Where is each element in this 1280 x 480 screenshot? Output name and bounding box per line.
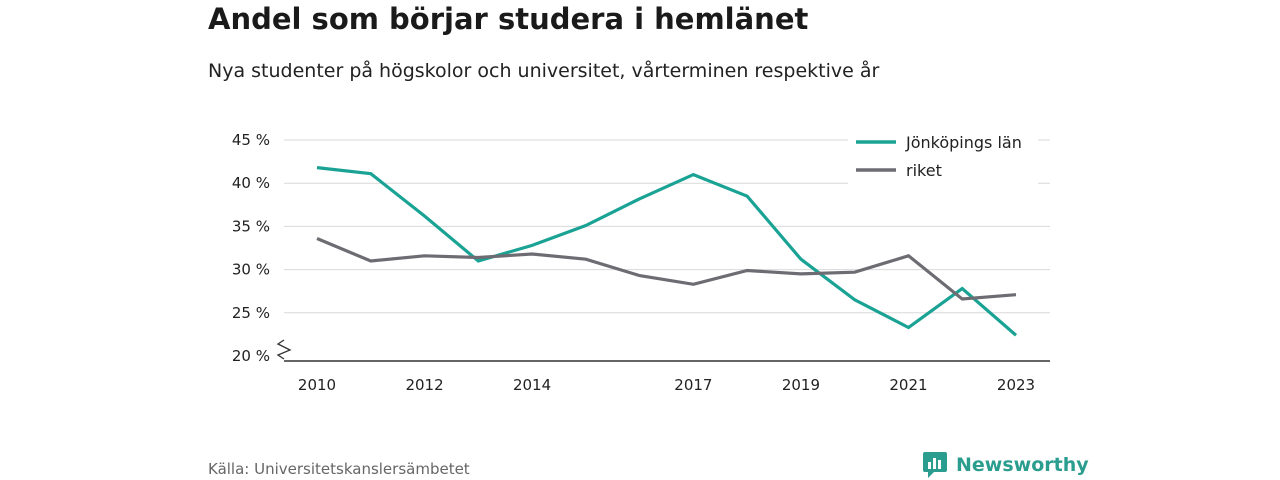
y-tick-label: 45 % [232,131,270,149]
newsworthy-logo-icon [923,452,947,478]
brand-name: Newsworthy [956,454,1089,476]
axis-break-icon [276,339,292,360]
chart-subtitle: Nya studenter på högskolor och universit… [208,60,880,82]
x-tick-label: 2019 [782,376,820,394]
y-tick-label: 20 % [232,347,270,365]
chart-title: Andel som börjar studera i hemlänet [208,2,809,36]
x-tick-label: 2021 [889,376,927,394]
y-tick-label: 40 % [232,174,270,192]
y-tick-label: 25 % [232,304,270,322]
legend-label: riket [906,161,942,180]
x-tick-label: 2017 [674,376,712,394]
y-tick-label: 35 % [232,217,270,235]
series-line [316,166,1018,337]
legend-label: Jönköpings län [905,133,1022,152]
source-note: Källa: Universitetskanslersämbetet [208,460,470,478]
x-tick-label: 2012 [405,376,443,394]
legend-background [848,126,1038,184]
x-tick-label: 2010 [298,376,336,394]
x-tick-label: 2023 [997,376,1035,394]
series-line [316,237,1017,301]
x-tick-label: 2014 [513,376,551,394]
brand-logo: Newsworthy [922,450,1089,480]
y-tick-label: 30 % [232,261,270,279]
